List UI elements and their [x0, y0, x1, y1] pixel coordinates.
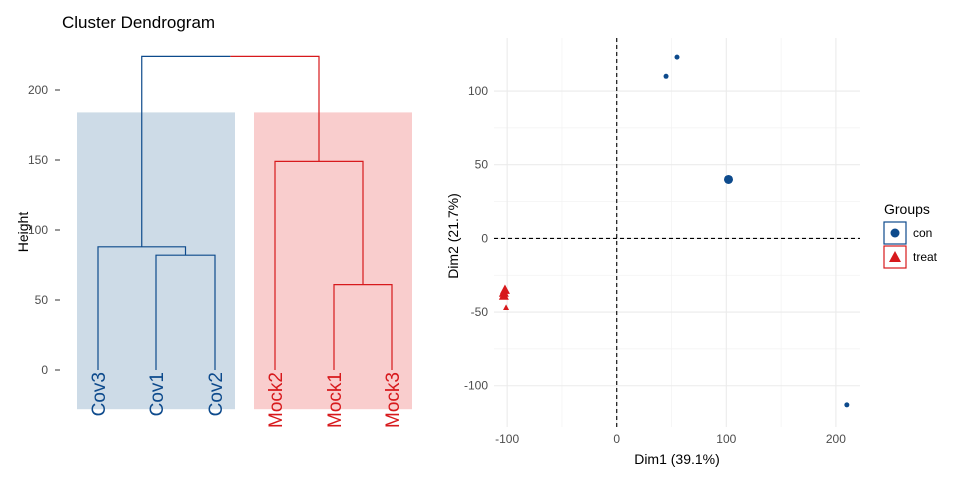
legend: Groups con treat — [883, 201, 938, 269]
dendrogram-y-tick-label: 100 — [28, 223, 48, 237]
legend-symbol-triangle — [889, 251, 901, 262]
point-con — [663, 73, 669, 79]
leaf-label-mock3: Mock3 — [383, 372, 404, 428]
legend-label-con: con — [913, 226, 932, 240]
scatter-x-tick-label: 100 — [716, 432, 736, 446]
dendrogram-y-tick-label: 200 — [28, 83, 48, 97]
scatter-y-tick-label: -50 — [471, 305, 489, 319]
point-treat — [503, 304, 510, 310]
dendrogram-y-axis-title: Height — [15, 212, 31, 253]
dendrogram-title: Cluster Dendrogram — [62, 13, 215, 32]
point-con — [724, 174, 734, 184]
branch-root-con — [141, 55, 231, 247]
scatter-panel: -100 0 100 200 -100 -50 0 50 100 Dim1 (39.1%) Di… — [445, 38, 938, 467]
scatter-y-tick-label: -100 — [464, 379, 488, 393]
dendrogram-y-tick-label: 0 — [41, 363, 48, 377]
point-con — [844, 402, 850, 408]
leaf-label-cov2: Cov2 — [206, 372, 227, 416]
dendrogram-panel: Cluster Dendrogram Height 0 50 100 150 200 C… — [15, 13, 412, 428]
leaf-label-cov3: Cov3 — [89, 372, 110, 416]
legend-label-treat: treat — [913, 250, 938, 264]
leaf-label-mock1: Mock1 — [325, 372, 346, 428]
legend-symbol-circle — [890, 228, 900, 238]
scatter-y-axis-title: Dim2 (21.7%) — [445, 193, 461, 279]
point-treat — [498, 290, 509, 300]
dendrogram-y-tick-label: 150 — [28, 153, 48, 167]
dendrogram-y-tick-label: 50 — [35, 293, 49, 307]
scatter-y-tick-label: 50 — [475, 158, 489, 172]
scatter-x-tick-label: 200 — [826, 432, 846, 446]
scatter-x-axis-title: Dim1 (39.1%) — [634, 451, 720, 467]
scatter-y-tick-label: 0 — [481, 231, 488, 245]
branch-root-treat — [230, 55, 320, 162]
legend-title: Groups — [884, 201, 930, 217]
legend-item-treat: treat — [883, 245, 938, 269]
cluster-rect-treat — [254, 112, 412, 410]
scatter-y-tick-label: 100 — [468, 84, 488, 98]
scatter-x-tick-label: 0 — [613, 432, 620, 446]
scatter-x-tick-label: -100 — [495, 432, 519, 446]
leaf-label-cov1: Cov1 — [147, 372, 168, 416]
leaf-label-mock2: Mock2 — [266, 372, 287, 428]
point-con — [674, 54, 680, 60]
legend-item-con: con — [883, 221, 932, 245]
